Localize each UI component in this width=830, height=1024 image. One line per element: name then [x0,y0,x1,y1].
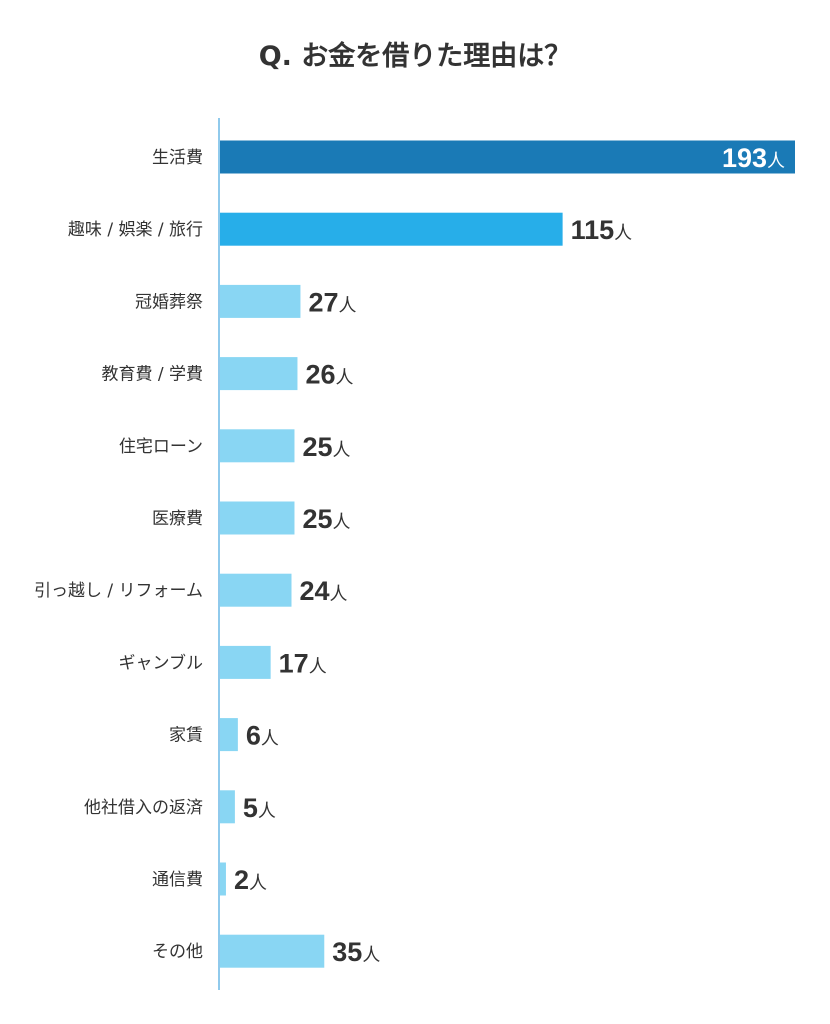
category-label: 冠婚葬祭 [135,292,203,312]
value-unit: 人 [330,584,348,605]
category-label: その他 [152,942,203,962]
value-number: 27 [308,287,338,317]
value-label: 5人 [243,793,276,823]
bar [220,645,271,679]
value-number: 115 [571,215,615,245]
bar [220,501,295,535]
value-label: 193人 [722,143,785,173]
value-label: 115人 [571,215,633,245]
bar [220,934,325,968]
value-unit: 人 [249,873,267,894]
value-unit: 人 [333,512,351,533]
category-label: 住宅ローン [119,437,203,457]
category-label: 家賃 [169,726,203,746]
bar [220,573,292,607]
bar [220,718,238,752]
bar [220,284,301,318]
bar [220,790,235,824]
value-number: 25 [302,432,332,462]
category-label: 医療費 [152,509,203,529]
chart-title: Q. お金を借りた理由は？ [258,41,572,72]
value-number: 2 [234,865,249,895]
value-label: 25人 [302,432,350,462]
value-number: 35 [332,937,362,967]
value-number: 17 [279,648,309,678]
value-unit: 人 [338,295,356,316]
category-label: 他社借入の返済 [84,798,203,818]
value-number: 24 [300,576,330,606]
bar [220,862,226,896]
value-number: 5 [243,793,258,823]
value-unit: 人 [258,801,276,822]
value-label: 2人 [234,865,267,895]
category-label: ギャンブル [119,652,204,673]
value-unit: 人 [614,223,632,244]
value-label: 26人 [305,360,353,390]
value-unit: 人 [333,440,351,461]
value-number: 26 [305,360,335,390]
value-label: 35人 [332,937,380,967]
value-label: 25人 [302,504,350,534]
value-unit: 人 [261,729,279,750]
bar [220,140,795,174]
value-unit: 人 [362,945,380,966]
value-unit: 人 [767,151,785,172]
value-label: 17人 [279,648,327,678]
bar [220,212,563,246]
value-label: 24人 [300,576,348,606]
bar [220,357,298,391]
value-number: 193 [722,143,767,173]
value-number: 25 [302,504,332,534]
category-label: 引っ越し / リフォーム [34,581,203,601]
value-number: 6 [246,721,261,751]
value-unit: 人 [336,368,354,389]
category-label: 趣味 / 娯楽 / 旅行 [68,220,203,240]
value-label: 27人 [308,287,356,317]
category-label: 教育費 / 学費 [101,365,203,385]
category-label: 通信費 [152,870,203,890]
value-label: 6人 [246,721,279,751]
bar [220,429,295,463]
category-label: 生活費 [152,148,203,168]
value-unit: 人 [309,656,327,677]
